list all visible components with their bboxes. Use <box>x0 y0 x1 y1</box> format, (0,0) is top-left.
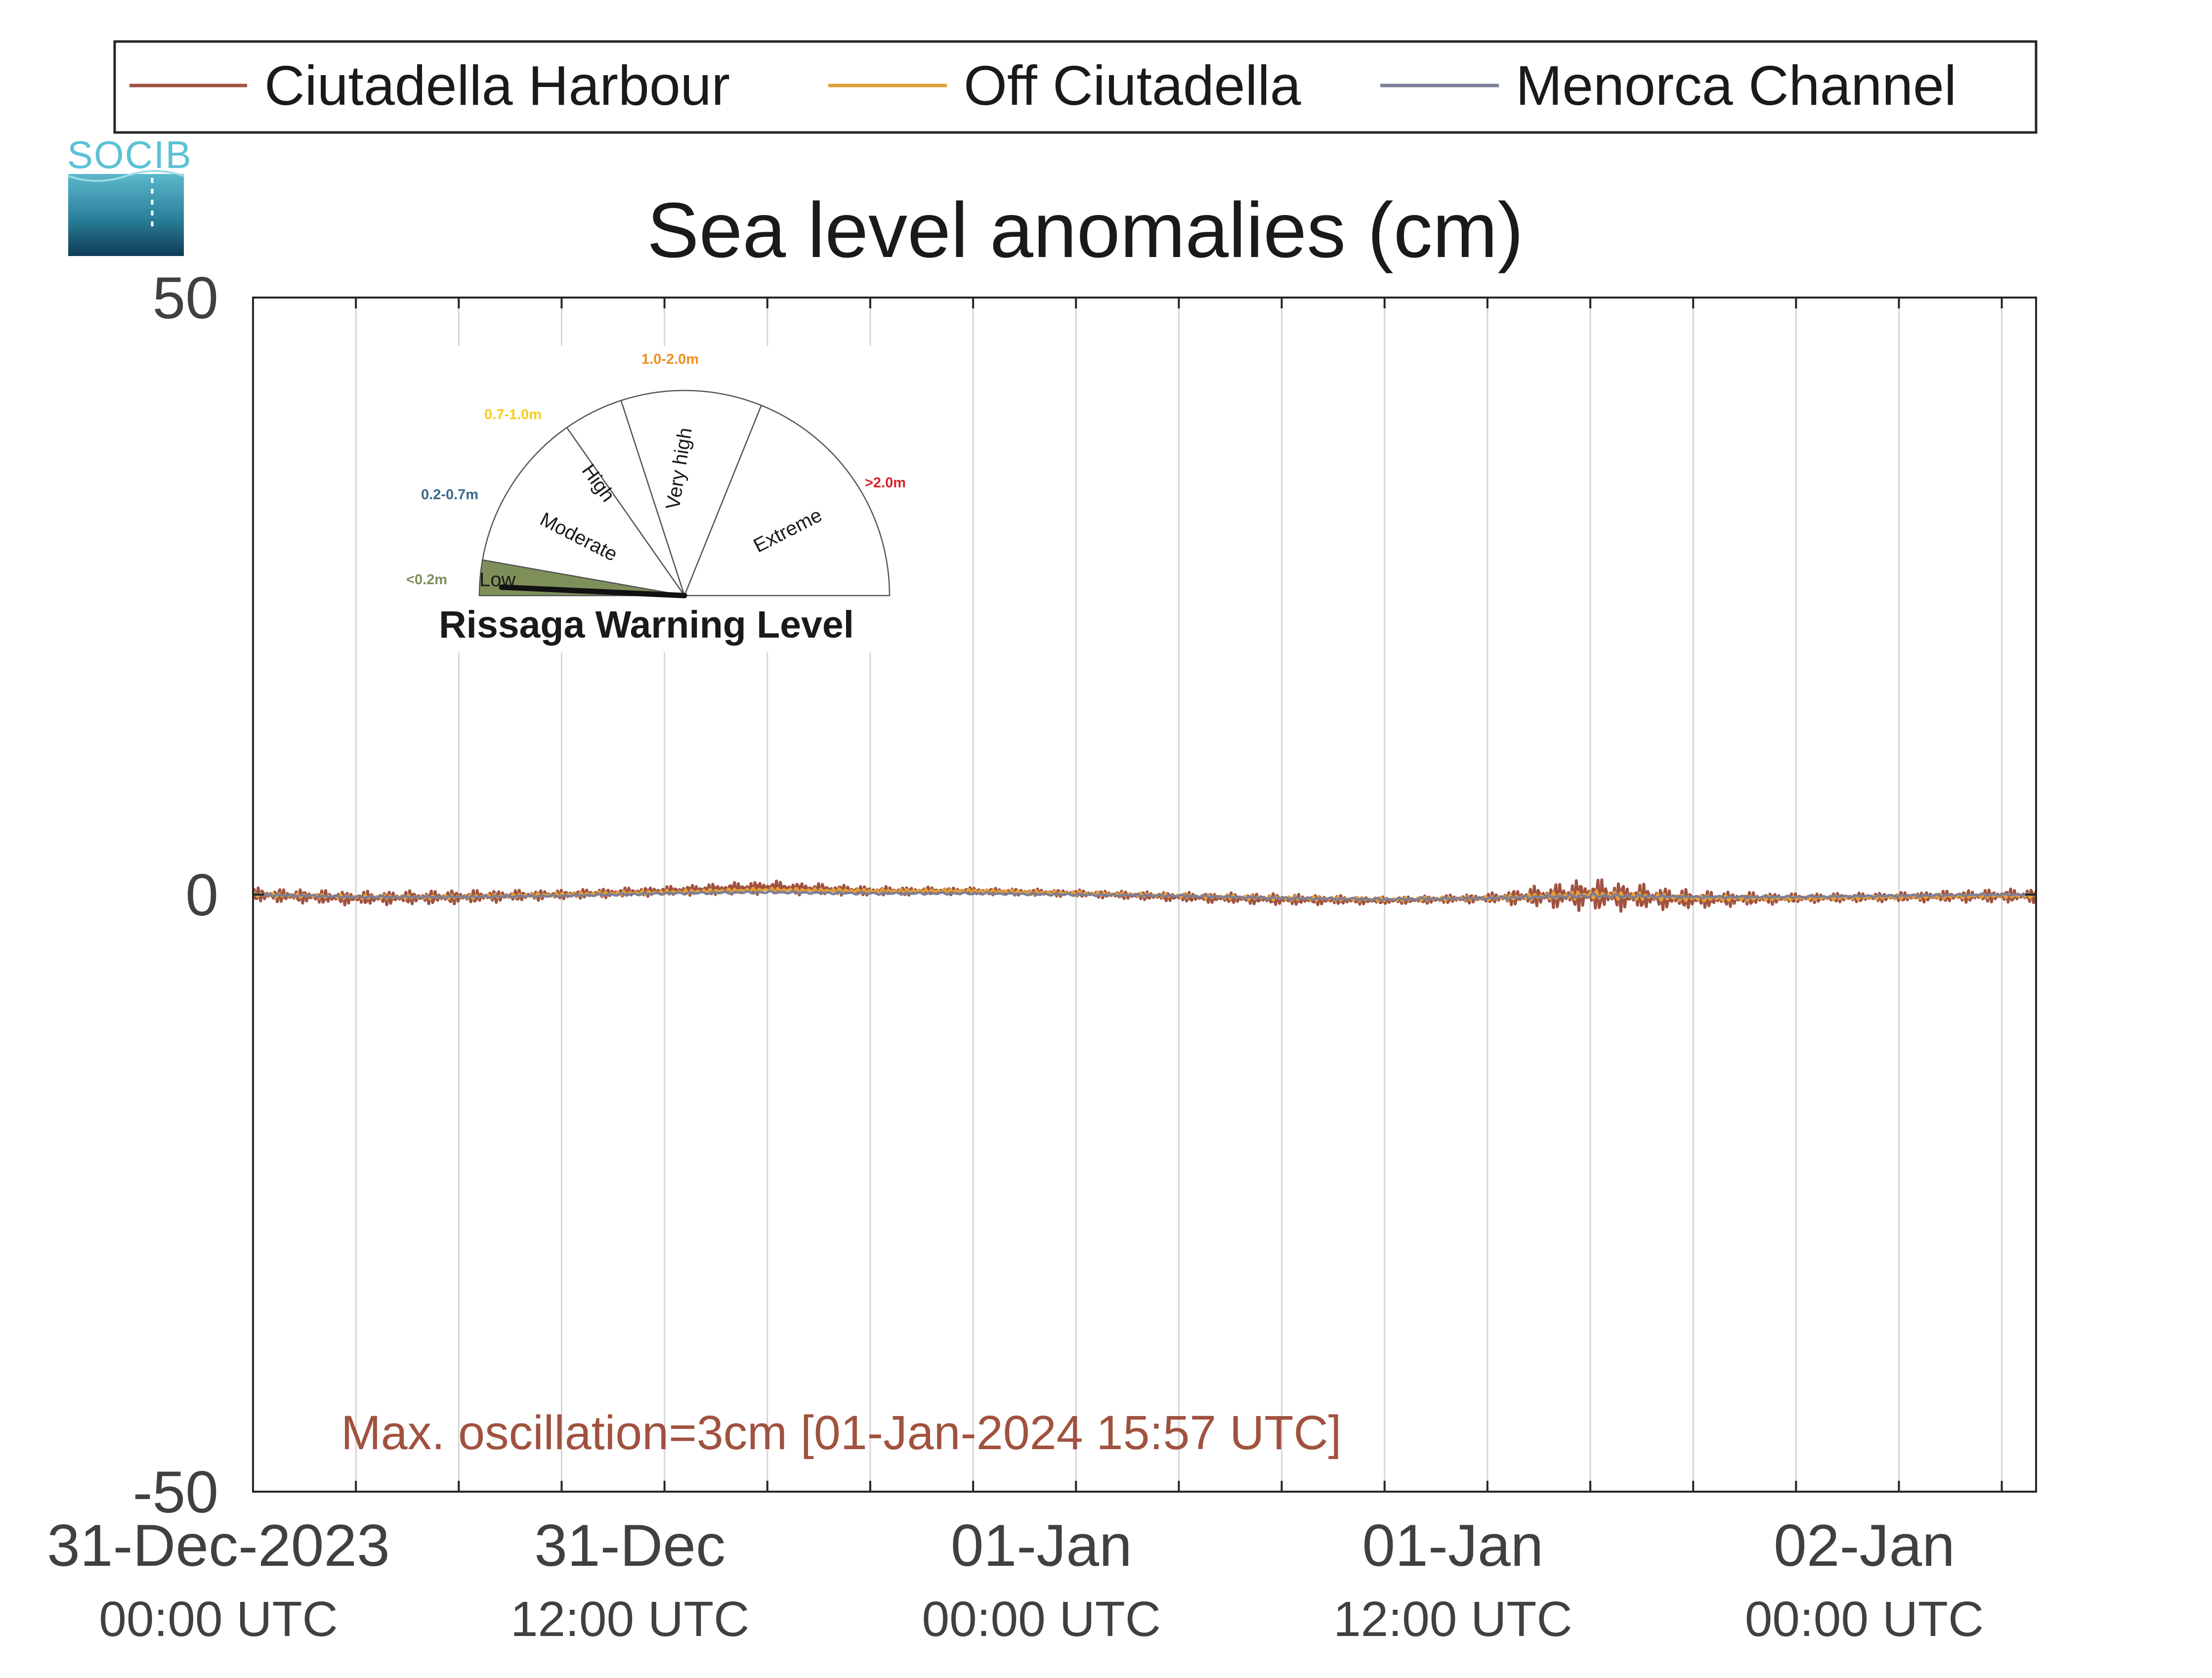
gauge-sector-moderate <box>481 427 686 597</box>
gauge-range-extreme: >2.0m <box>865 475 906 491</box>
x-tick-label-time: 00:00 UTC <box>99 1592 338 1647</box>
x-tick-label-time: 00:00 UTC <box>1745 1592 1984 1647</box>
y-axis: -50 0 50 <box>133 265 2036 1525</box>
x-tick-label-date: 31-Dec <box>534 1512 725 1579</box>
socib-logo: SOCIB <box>67 133 192 256</box>
y-tick-label: 50 <box>153 265 218 331</box>
x-tick-label-date: 01-Jan <box>951 1512 1132 1579</box>
x-tick-label-time: 12:00 UTC <box>1333 1592 1573 1647</box>
gauge-range-very-high: 1.0-2.0m <box>641 351 699 367</box>
series-line-menorca-channel <box>253 890 2036 902</box>
logo-text: SOCIB <box>67 133 192 176</box>
chart-title: Sea level anomalies (cm) <box>647 187 1524 274</box>
gauge-title: Rissaga Warning Level <box>439 603 854 646</box>
gauge-range-low: <0.2m <box>406 572 447 588</box>
x-tick-label-time: 00:00 UTC <box>922 1592 1161 1647</box>
legend-label-ciutadella-harbour: Ciutadella Harbour <box>264 54 730 117</box>
series-layer <box>253 878 2036 913</box>
gauge-sectors <box>478 389 891 598</box>
gauge-range-high: 0.7-1.0m <box>484 407 542 423</box>
y-tick-label: 0 <box>185 862 218 928</box>
gauge-sector-very-high <box>620 389 763 598</box>
legend: Ciutadella Harbour Off Ciutadella Menorc… <box>113 40 2038 134</box>
gauge-range-moderate: 0.2-0.7m <box>421 487 478 503</box>
x-tick-label-date: 31-Dec-2023 <box>47 1512 390 1579</box>
logo-wave-icon <box>68 174 184 256</box>
max-oscillation-annotation: Max. oscillation=3cm [01-Jan-2024 15:57 … <box>341 1406 1342 1460</box>
gauge-needle <box>499 584 687 599</box>
legend-label-off-ciutadella: Off Ciutadella <box>964 54 1301 117</box>
x-tick-label-date: 01-Jan <box>1362 1512 1543 1579</box>
gauge-sector-extreme <box>683 404 891 597</box>
y-tick-label: -50 <box>133 1459 218 1525</box>
rissaga-gauge: Low Moderate High Very high Extreme <0.2… <box>395 346 924 652</box>
legend-box <box>113 40 2038 134</box>
logo-wave-line <box>68 170 184 182</box>
legend-label-menorca-channel: Menorca Channel <box>1516 54 1957 117</box>
x-axis: 31-Dec-2023 00:00 UTC 31-Dec 12:00 UTC 01-Ja… <box>47 298 2003 1647</box>
x-tick-label-date: 02-Jan <box>1774 1512 1955 1579</box>
x-tick-label-time: 12:00 UTC <box>510 1592 750 1647</box>
